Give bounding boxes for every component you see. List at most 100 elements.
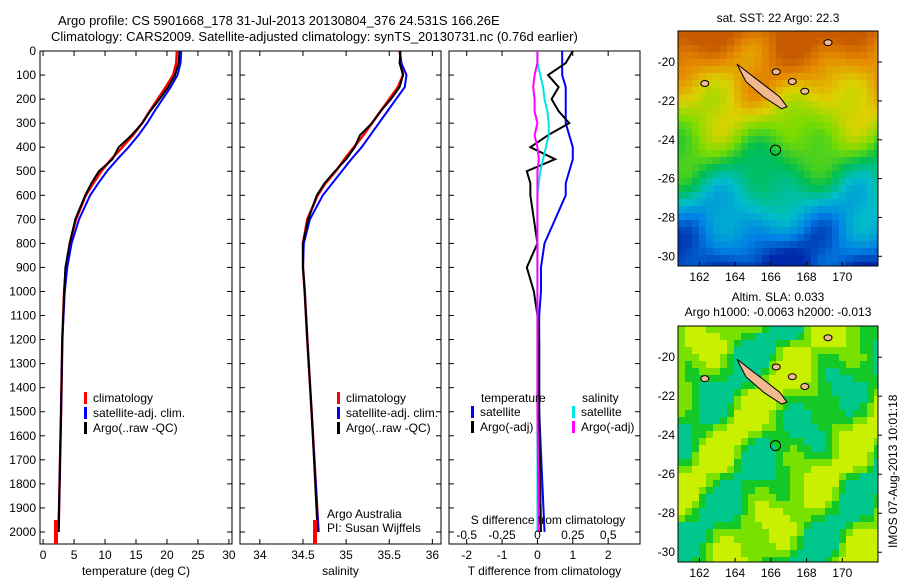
map-cell — [769, 31, 776, 38]
map-cell — [762, 417, 769, 424]
map-cell — [783, 459, 790, 466]
map-cell — [797, 557, 804, 562]
map-cell — [853, 361, 860, 368]
map-cell — [748, 543, 755, 550]
map-cell — [706, 480, 713, 487]
map-cell — [860, 459, 867, 466]
map-cell — [860, 136, 867, 143]
map-cell — [762, 445, 769, 452]
map-cell — [783, 543, 790, 550]
map-cell — [797, 515, 804, 522]
map-cell — [825, 452, 832, 459]
map-cell — [846, 529, 853, 536]
map-cell — [846, 375, 853, 382]
map-cell — [790, 59, 797, 66]
map-cell — [692, 347, 699, 354]
map-cell — [755, 206, 762, 213]
map-cell — [762, 487, 769, 494]
map-cell — [818, 410, 825, 417]
map-cell — [755, 494, 762, 501]
map-cell — [867, 115, 874, 122]
map-cell — [720, 157, 727, 164]
map-cell — [776, 333, 783, 340]
x2-tick-label: 0 — [534, 528, 541, 542]
map-cell — [706, 248, 713, 255]
map-cell — [832, 396, 839, 403]
legend-swatch — [572, 406, 575, 418]
map-cell — [713, 424, 720, 431]
map-cell — [734, 438, 741, 445]
map-cell — [867, 368, 874, 375]
map-cell — [825, 466, 832, 473]
map-cell — [692, 164, 699, 171]
map-cell — [832, 473, 839, 480]
map-cell — [783, 94, 790, 101]
map-cell — [811, 536, 818, 543]
map-cell — [699, 262, 706, 266]
map-cell — [825, 368, 832, 375]
map-cell — [790, 227, 797, 234]
map-cell — [713, 115, 720, 122]
map-cell — [727, 80, 734, 87]
map-cell — [755, 529, 762, 536]
map-cell — [762, 262, 769, 266]
map-cell — [762, 234, 769, 241]
map-cell — [797, 38, 804, 45]
map-cell — [853, 326, 860, 333]
map-cell — [713, 143, 720, 150]
map-cell — [713, 473, 720, 480]
map-cell — [853, 150, 860, 157]
map-cell — [727, 536, 734, 543]
x-tick-label: 34 — [253, 548, 267, 562]
map-cell — [741, 220, 748, 227]
map-cell — [811, 136, 818, 143]
map-cell — [811, 403, 818, 410]
map-cell — [734, 543, 741, 550]
map-cell — [741, 31, 748, 38]
lat-tick-label: -30 — [658, 545, 676, 559]
map-cell — [846, 143, 853, 150]
map-cell — [734, 171, 741, 178]
map-cell — [867, 101, 874, 108]
map-cell — [818, 501, 825, 508]
map-cell — [818, 31, 825, 38]
map-cell — [860, 150, 867, 157]
lon-tick-label: 170 — [832, 566, 852, 580]
map-cell — [853, 459, 860, 466]
map-cell — [839, 494, 846, 501]
map-cell — [769, 473, 776, 480]
map-cell — [748, 480, 755, 487]
map-cell — [811, 508, 818, 515]
map-cell — [769, 164, 776, 171]
map-cell — [685, 424, 692, 431]
map-cell — [685, 410, 692, 417]
map-cell — [825, 129, 832, 136]
map-cell — [874, 431, 878, 438]
map-title: Altim. SLA: 0.033 — [732, 290, 825, 304]
map-cell — [727, 255, 734, 262]
map-cell — [818, 396, 825, 403]
map-cell — [790, 382, 797, 389]
map-cell — [790, 529, 797, 536]
map-cell — [706, 375, 713, 382]
map-cell — [818, 361, 825, 368]
map-cell — [776, 31, 783, 38]
map-cell — [706, 150, 713, 157]
map-cell — [692, 466, 699, 473]
map-cell — [748, 115, 755, 122]
map-cell — [804, 199, 811, 206]
map-cell — [811, 73, 818, 80]
map-cell — [741, 199, 748, 206]
map-cell — [706, 529, 713, 536]
map-cell — [797, 389, 804, 396]
map-cell — [867, 129, 874, 136]
map-cell — [811, 515, 818, 522]
map-cell — [741, 438, 748, 445]
map-cell — [727, 262, 734, 266]
map-cell — [741, 52, 748, 59]
map-cell — [755, 536, 762, 543]
map-cell — [720, 445, 727, 452]
map-cell — [804, 73, 811, 80]
map-cell — [720, 459, 727, 466]
map-cell — [685, 354, 692, 361]
